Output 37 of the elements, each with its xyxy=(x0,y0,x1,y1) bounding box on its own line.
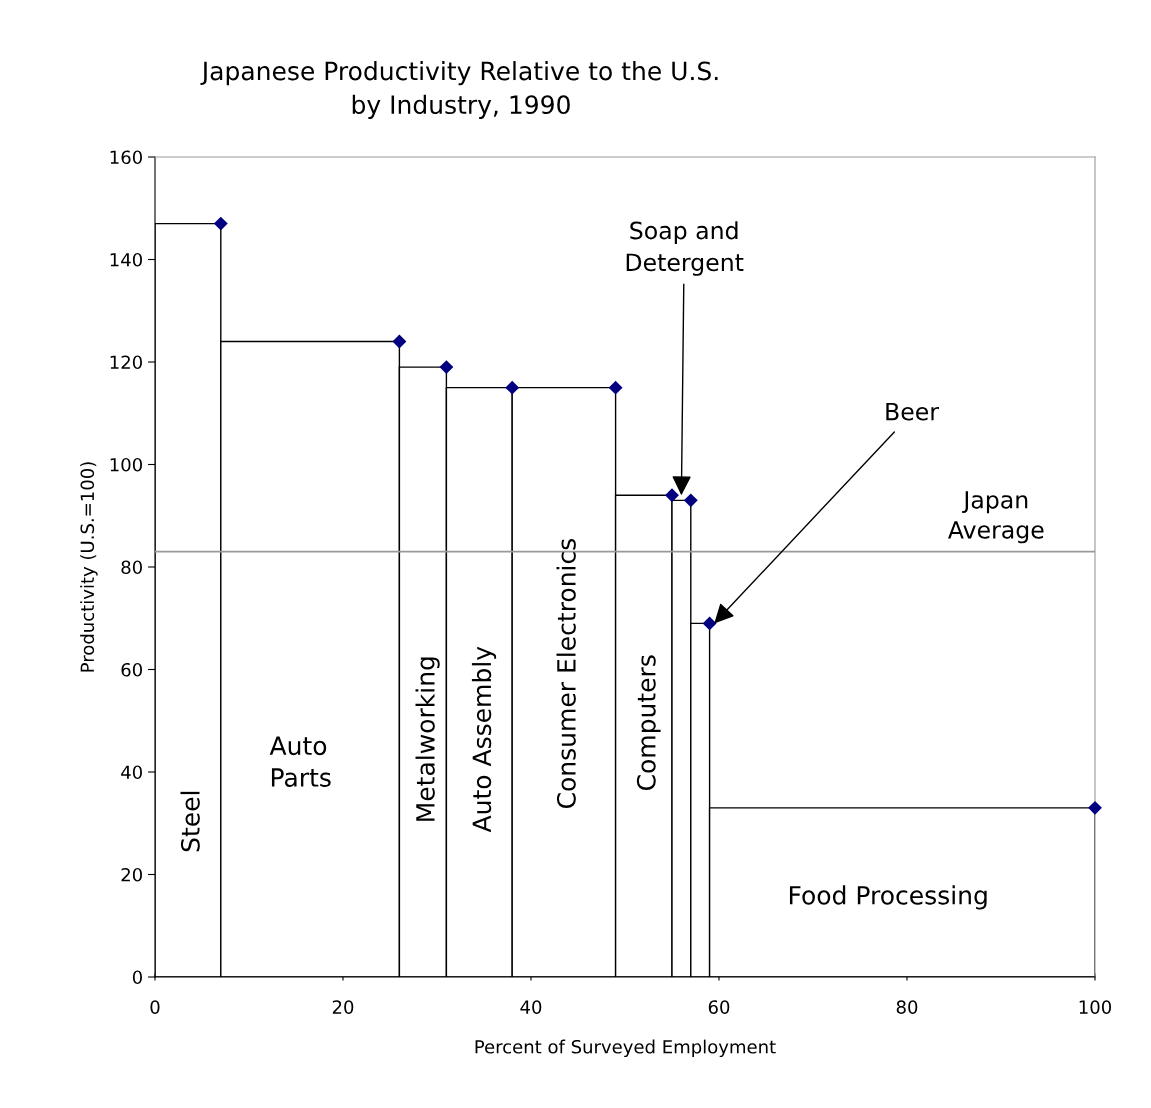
x-tick-label: 60 xyxy=(708,1000,730,1014)
y-tick-label: 60 xyxy=(121,662,142,677)
point xyxy=(702,616,717,631)
x-axis-title: Percent of Surveyed Employment xyxy=(475,1039,776,1058)
y-axis-title: Productivity (U.S.=100) xyxy=(80,462,98,672)
annotation: Metalworking xyxy=(415,657,440,821)
x-tick-label: 100 xyxy=(1079,1000,1112,1014)
x-tick-label: 20 xyxy=(332,1000,354,1014)
chart-title: Japanese Productivity Relative to the U.S. by Industry, 1990 xyxy=(200,61,718,119)
y-tick-label: 80 xyxy=(121,560,142,575)
point xyxy=(683,493,698,508)
annotation: Consumer Electronics xyxy=(556,538,576,809)
annotation: Computers xyxy=(636,655,661,791)
y-tick-label: 20 xyxy=(121,867,142,882)
point xyxy=(392,334,407,349)
point xyxy=(665,488,679,503)
annotation: Soap and Detergent xyxy=(626,221,744,276)
point xyxy=(505,380,520,395)
ref-line-label: Japan Average xyxy=(948,491,1044,544)
point xyxy=(608,380,623,395)
point xyxy=(439,360,454,375)
x-tick-label: 40 xyxy=(520,1000,542,1014)
y-tick-label: 160 xyxy=(110,150,142,165)
y-tick-label: 0 xyxy=(132,970,142,985)
x-tick-label: 0 xyxy=(150,1000,160,1014)
y-tick-label: 140 xyxy=(110,252,142,267)
x-tick-label: 80 xyxy=(896,1000,918,1014)
annotation: Auto Assembly xyxy=(471,646,497,833)
y-tick-label: 120 xyxy=(110,355,142,370)
point xyxy=(1088,800,1102,815)
annotation: Auto Parts xyxy=(269,736,331,787)
point xyxy=(213,216,228,231)
annotation: Food Processing xyxy=(789,885,987,910)
annotation: Beer xyxy=(886,402,939,421)
y-tick-label: 40 xyxy=(121,765,142,780)
y-tick-label: 100 xyxy=(110,457,142,472)
annotation: Steel xyxy=(180,791,200,852)
